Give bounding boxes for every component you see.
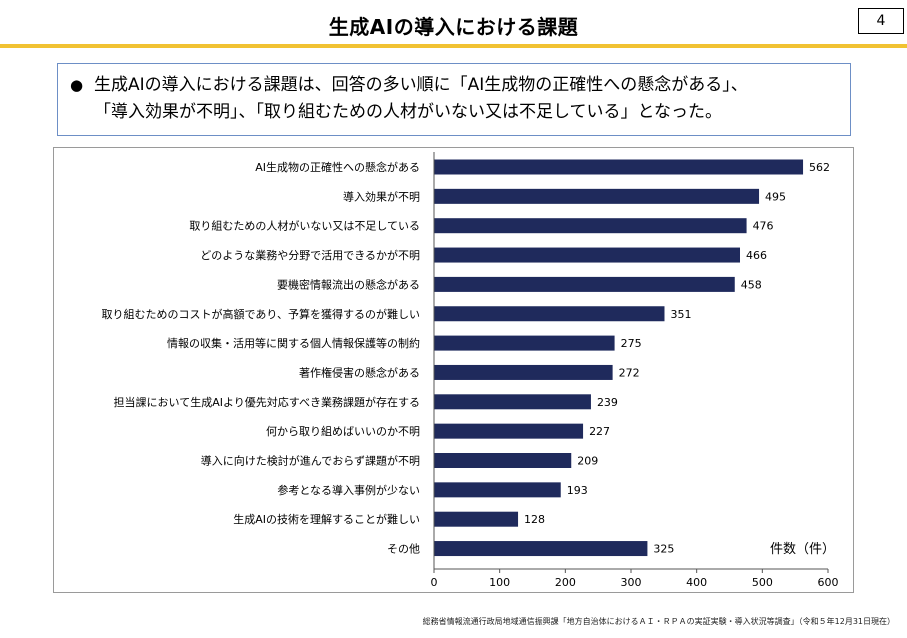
category-label: 情報の収集・活用等に関する個人情報保護等の制約 bbox=[167, 336, 420, 350]
data-label: 227 bbox=[589, 425, 610, 438]
category-label: 参考となる導入事例が少ない bbox=[277, 483, 420, 497]
x-tick-label: 0 bbox=[431, 576, 438, 589]
category-label: 何から取り組めばいいのか不明 bbox=[266, 425, 420, 438]
data-label: 275 bbox=[621, 337, 642, 350]
page-number: 4 bbox=[858, 8, 904, 34]
category-label: AI生成物の正確性への懸念がある bbox=[255, 160, 420, 174]
bar bbox=[434, 247, 741, 263]
category-label: 要機密情報流出の懸念がある bbox=[277, 277, 420, 291]
bullet-icon: ● bbox=[70, 76, 84, 94]
x-tick-label: 200 bbox=[555, 576, 576, 589]
category-label: 取り組むための人材がいない又は不足している bbox=[189, 219, 420, 233]
summary-box: ● 生成AIの導入における課題は、回答の多い順に「AI生成物の正確性への懸念があ… bbox=[57, 63, 851, 136]
summary-line-1: 生成AIの導入における課題は、回答の多い順に「AI生成物の正確性への懸念がある」… bbox=[94, 75, 748, 95]
data-label: 272 bbox=[619, 366, 640, 379]
data-label: 562 bbox=[809, 161, 830, 174]
data-label: 128 bbox=[524, 513, 545, 526]
data-label: 466 bbox=[746, 249, 767, 262]
x-tick-label: 300 bbox=[621, 576, 642, 589]
x-tick-label: 400 bbox=[686, 576, 707, 589]
data-label: 193 bbox=[567, 484, 588, 497]
bar bbox=[434, 335, 615, 351]
bar bbox=[434, 276, 735, 292]
category-label: 生成AIの技術を理解することが難しい bbox=[233, 512, 420, 526]
x-tick-label: 500 bbox=[752, 576, 773, 589]
data-label: 458 bbox=[741, 278, 762, 291]
source-footnote: 総務省情報流通行政局地域通信振興課「地方自治体におけるＡＩ・ＲＰＡの実証実験・導… bbox=[422, 617, 895, 626]
bar bbox=[434, 541, 648, 557]
data-label: 325 bbox=[653, 543, 674, 556]
data-label: 209 bbox=[577, 455, 598, 468]
page-title: 生成AIの導入における課題 bbox=[328, 15, 579, 39]
category-label: どのような業務や分野で活用できるかが不明 bbox=[200, 248, 420, 262]
bar bbox=[434, 218, 747, 234]
bar bbox=[434, 394, 591, 410]
bar-chart: AI生成物の正確性への懸念がある 562 導入効果が不明 495 取り組むための人材がい… bbox=[102, 152, 839, 589]
summary-line-2: 「導入効果が不明」、「取り組むための人材がいない又は不足している」となった。 bbox=[94, 102, 722, 122]
data-label: 476 bbox=[753, 220, 774, 233]
data-label: 495 bbox=[765, 190, 786, 203]
bar bbox=[434, 188, 760, 204]
category-label: 導入に向けた検討が進んでおらず課題が不明 bbox=[201, 454, 420, 468]
chart-frame: AI生成物の正確性への懸念がある 562 導入効果が不明 495 取り組むための人材がい… bbox=[53, 147, 854, 593]
category-label: 取り組むためのコストが高額であり、予算を獲得するのが難しい bbox=[102, 307, 420, 321]
category-label: その他 bbox=[387, 543, 420, 556]
bar bbox=[434, 306, 665, 322]
x-tick-label: 600 bbox=[818, 576, 839, 589]
bar bbox=[434, 482, 561, 498]
category-label: 担当課において生成AIより優先対応すべき業務課題が存在する bbox=[114, 395, 420, 409]
bar bbox=[434, 423, 584, 439]
x-tick-label: 100 bbox=[489, 576, 510, 589]
x-axis-unit-label: 件数（件） bbox=[770, 542, 836, 557]
bar bbox=[434, 159, 804, 175]
bar bbox=[434, 453, 572, 468]
category-label: 導入効果が不明 bbox=[343, 189, 420, 203]
title-underline bbox=[0, 44, 907, 48]
bar bbox=[434, 511, 519, 527]
data-label: 239 bbox=[597, 396, 618, 409]
bar bbox=[434, 364, 613, 380]
data-label: 351 bbox=[670, 308, 691, 321]
category-label: 著作権侵害の懸念がある bbox=[299, 365, 420, 379]
